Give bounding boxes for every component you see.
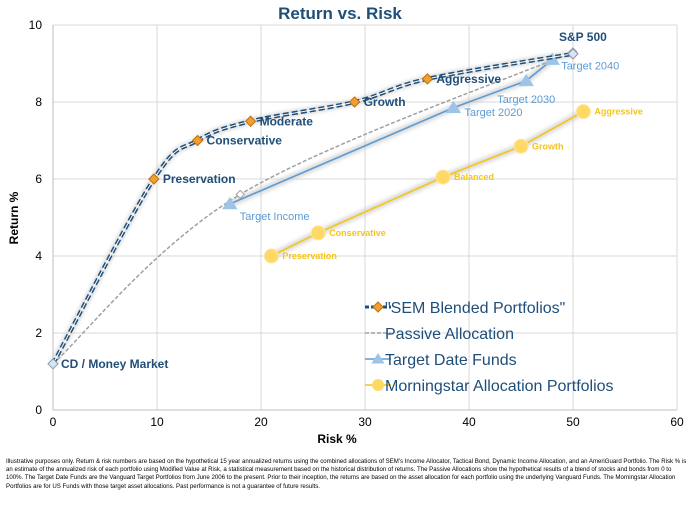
sem-point — [348, 96, 361, 108]
legend-label: Target Date Funds — [385, 352, 517, 369]
chart-title: Return vs. Risk — [278, 4, 402, 23]
sem-point — [191, 134, 204, 147]
target-date-point-label: Target Income — [240, 211, 310, 223]
x-tick-label: 60 — [670, 415, 684, 429]
series-glow — [49, 50, 574, 366]
sem-point — [47, 358, 59, 370]
target-date-point-label: Target 2020 — [464, 107, 522, 119]
target-date-point-label: Target 2030 — [497, 94, 555, 106]
sem-point — [148, 173, 160, 185]
morningstar-point — [263, 248, 279, 264]
x-tick-label: 40 — [462, 415, 476, 429]
x-axis-label: Risk % — [317, 432, 357, 446]
y-tick-label: 8 — [35, 95, 42, 109]
legend-marker-target-date — [371, 353, 385, 364]
legend-label: Passive Allocation — [385, 326, 514, 343]
target-date-point — [222, 197, 238, 210]
target-date-point-label: Target 2040 — [561, 61, 619, 73]
footnote-disclaimer: Illustrative purposes only. Return & ris… — [6, 458, 687, 490]
y-tick-label: 6 — [35, 172, 42, 186]
legend-marker-morningstar — [372, 379, 384, 391]
return-vs-risk-chart: Return vs. Risk 0 10 20 30 40 50 60 0 2 4 6 8 10 CD … — [7, 4, 684, 446]
chart-axes: 0 10 20 30 40 50 60 0 2 4 6 8 10 — [29, 18, 684, 429]
x-tick-label: 10 — [150, 415, 164, 429]
sem-point-label: CD / Money Market — [61, 357, 168, 371]
series-passive-line — [52, 51, 574, 365]
sem-point-label: Moderate — [260, 114, 314, 128]
legend-label: "SEM Blended Portfolios" — [385, 300, 565, 317]
chart-series — [47, 47, 591, 370]
sem-point-label: Preservation — [163, 172, 236, 186]
target-date-point — [445, 100, 462, 114]
sem-point — [244, 115, 257, 127]
chart-legend: "SEM Blended Portfolios" Passive Allocati… — [365, 300, 614, 395]
sem-point — [421, 73, 434, 85]
legend-marker-sem — [372, 301, 384, 313]
y-tick-label: 2 — [35, 326, 42, 340]
target-date-point — [518, 73, 534, 87]
x-tick-label: 50 — [566, 415, 580, 429]
series-sem-line-inner — [52, 53, 574, 365]
sem-point-label: Growth — [364, 95, 406, 109]
x-tick-label: 30 — [358, 415, 372, 429]
y-tick-label: 10 — [29, 18, 43, 32]
morningstar-point-label: Balanced — [454, 172, 494, 182]
morningstar-point — [513, 138, 529, 154]
morningstar-point — [435, 169, 451, 185]
chart-point-labels: CD / Money Market Preservation Conservativ… — [61, 30, 643, 371]
morningstar-point — [575, 104, 591, 120]
x-tick-label: 20 — [254, 415, 268, 429]
series-sem-line — [51, 51, 574, 365]
morningstar-point-label: Conservative — [329, 228, 386, 238]
legend-label: Morningstar Allocation Portfolios — [385, 378, 614, 395]
x-tick-label: 0 — [50, 415, 57, 429]
sem-point — [567, 48, 579, 60]
morningstar-point-label: Preservation — [282, 251, 337, 261]
y-axis-label: Return % — [7, 191, 21, 244]
y-tick-label: 0 — [35, 403, 42, 417]
y-tick-label: 4 — [35, 249, 42, 263]
morningstar-point-label: Growth — [532, 141, 564, 151]
morningstar-point — [310, 225, 326, 241]
sem-point-label: Aggressive — [436, 72, 501, 86]
series-target-date-line — [229, 59, 553, 205]
sem-point-label: Conservative — [207, 134, 283, 148]
passive-point — [235, 189, 245, 200]
chart-grid — [53, 24, 678, 410]
morningstar-point-label: Aggressive — [594, 107, 643, 117]
sem-point-label: S&P 500 — [559, 30, 607, 44]
